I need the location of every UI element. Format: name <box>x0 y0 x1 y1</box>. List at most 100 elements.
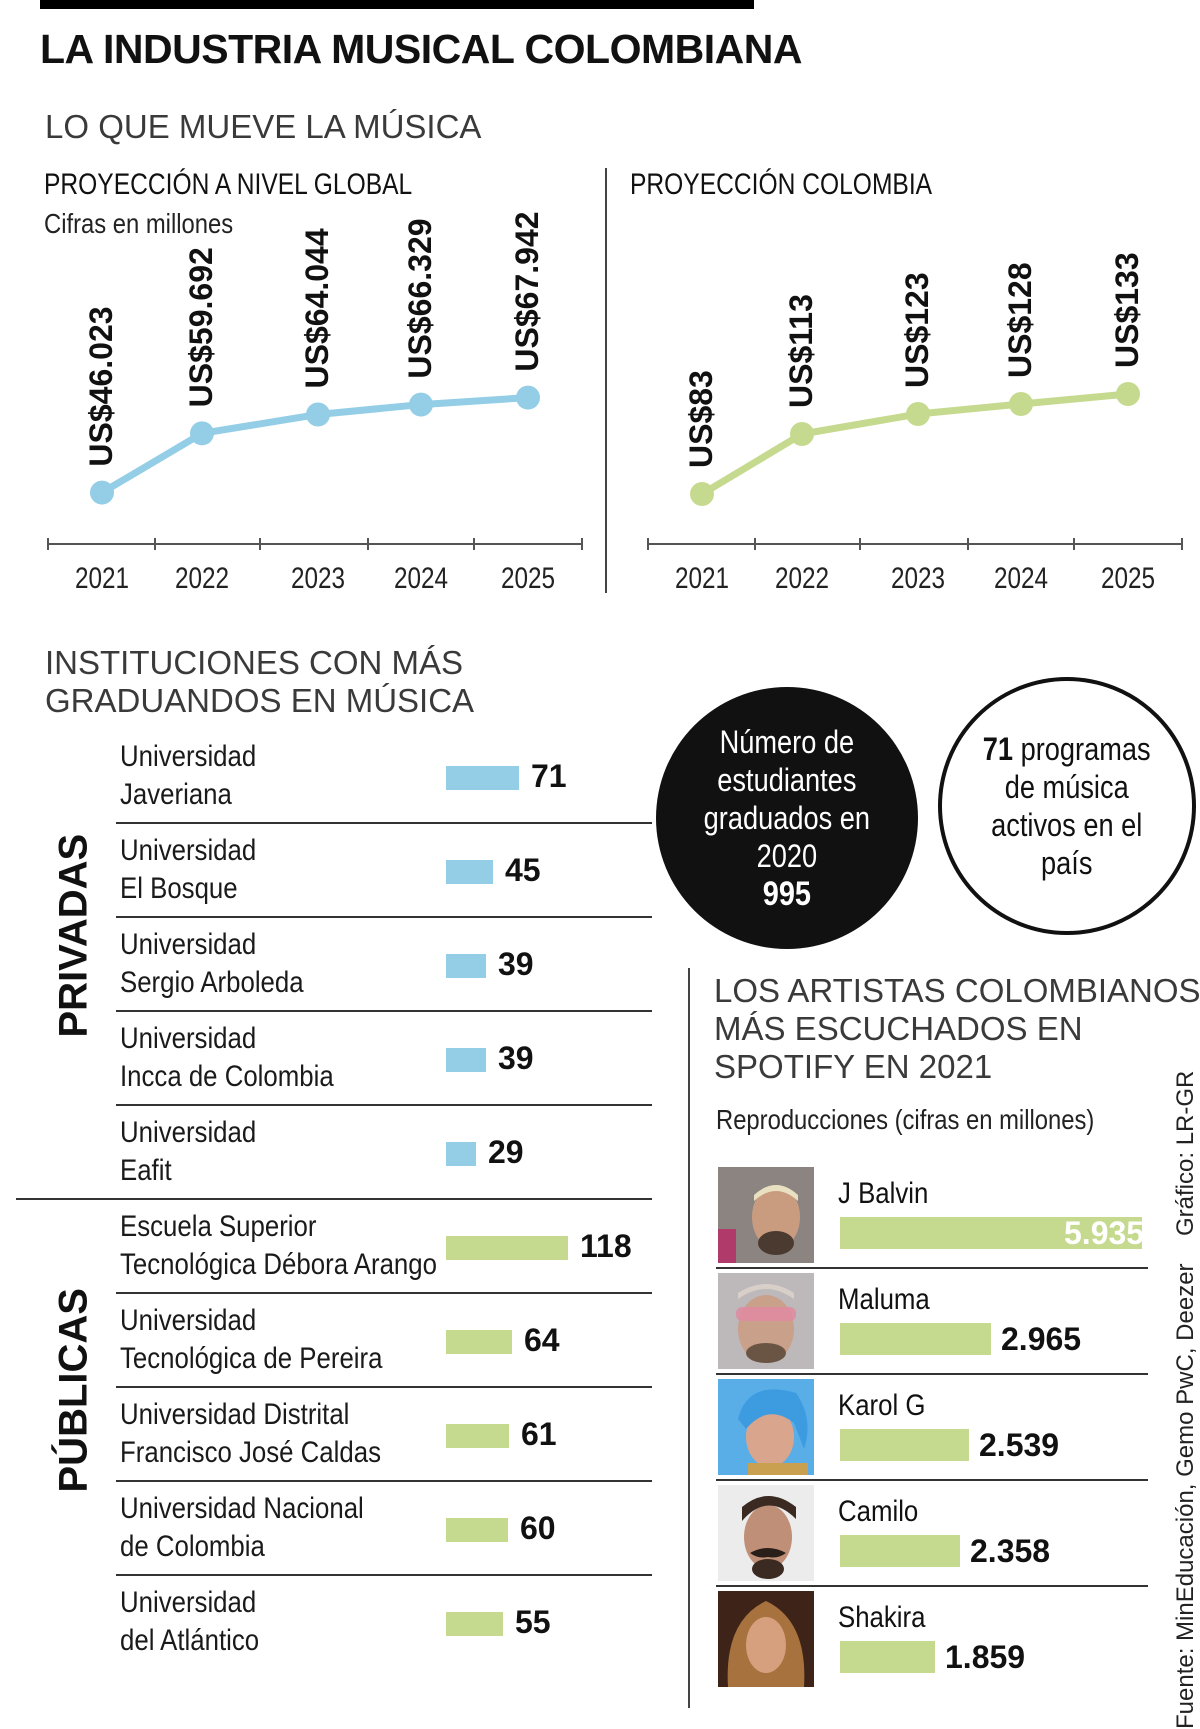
institution-value: 60 <box>520 1510 556 1546</box>
institution-row-divider <box>116 1480 652 1482</box>
colombia-data-label-2022: US$113 <box>783 294 819 408</box>
colombia-point-2022 <box>790 422 814 446</box>
artist-name: Shakira <box>838 1601 926 1634</box>
global-chart-subtitle: Cifras en millones <box>44 208 234 239</box>
artist-row-divider <box>716 1479 1148 1481</box>
institution-row-divider <box>116 1574 652 1576</box>
programs-line-1: programas <box>1020 731 1151 767</box>
group-label-publicas: PÚBLICAS <box>51 1288 96 1493</box>
artist-value: 2.539 <box>979 1427 1060 1463</box>
colombia-point-2025 <box>1116 382 1140 406</box>
institution-value: 55 <box>515 1604 551 1640</box>
global-point-2024 <box>409 392 433 417</box>
institution-name: Universidad Distrital Francisco José Cald… <box>120 1396 381 1472</box>
artist-bar <box>840 1641 935 1673</box>
section-title-institutions: INSTITUCIONES CON MÁS GRADUANDOS EN MÚSI… <box>45 644 474 720</box>
graduates-text: Número de estudiantes graduados en 2020 … <box>704 723 870 913</box>
section-title-artists-line-3: SPOTIFY EN 2021 <box>714 1048 993 1085</box>
institution-name: Universidad del Atlántico <box>120 1584 259 1660</box>
institution-name-line: Universidad <box>120 1116 257 1149</box>
programs-circle: 71 programas de música activos en el paí… <box>938 677 1196 935</box>
institution-name-line: Universidad <box>120 1022 257 1055</box>
institution-row-divider <box>16 1198 652 1200</box>
institution-name-line: Universidad <box>120 1304 257 1337</box>
artist-value: 1.859 <box>945 1639 1026 1675</box>
institution-bar <box>446 1518 508 1542</box>
section-title-institutions-line-2: GRADUANDOS EN MÚSICA <box>45 682 475 719</box>
institution-value: 29 <box>488 1134 524 1170</box>
colombia-x-tick-label-2022: 2022 <box>775 562 829 595</box>
avatar <box>718 1379 814 1475</box>
top-rule <box>40 0 754 9</box>
colombia-x-tick-label-2025: 2025 <box>1101 562 1155 595</box>
institution-name-line: Eafit <box>120 1154 172 1187</box>
institution-name: Universidad El Bosque <box>120 832 256 908</box>
avatar <box>718 1591 814 1687</box>
artist-name: Maluma <box>838 1283 930 1316</box>
global-data-label-2025: US$67.942 <box>509 211 545 371</box>
programs-value: 71 <box>983 731 1014 767</box>
global-point-2022 <box>190 421 214 446</box>
institution-bar <box>446 1330 512 1354</box>
colombia-chart-title: PROYECCIÓN COLOMBIA <box>630 168 933 201</box>
section-title-institutions-line-1: INSTITUCIONES CON MÁS <box>45 644 464 681</box>
artist-photo-karol-g <box>718 1379 814 1475</box>
colombia-data-label-2024: US$128 <box>1002 262 1038 378</box>
graduates-circle: Número de estudiantes graduados en 2020 … <box>656 687 918 949</box>
global-chart-title: PROYECCIÓN A NIVEL GLOBAL <box>44 168 413 201</box>
credit-note: Gráfico: LR-GR <box>1172 1070 1199 1236</box>
institution-bar <box>446 1142 476 1166</box>
artist-photo-shakira <box>718 1591 814 1687</box>
artist-bar <box>840 1323 991 1355</box>
institution-name-line: Escuela Superior <box>120 1210 317 1243</box>
artist-photo-maluma <box>718 1273 814 1369</box>
page-title: LA INDUSTRIA MUSICAL COLOMBIANA <box>40 26 802 72</box>
global-x-tick-label-2022: 2022 <box>175 562 229 595</box>
global-x-tick-label-2021: 2021 <box>75 562 129 595</box>
section-title-music: LO QUE MUEVE LA MÚSICA <box>45 108 482 145</box>
institution-name-line: Universidad <box>120 928 257 961</box>
artist-value: 5.935 <box>1064 1215 1145 1251</box>
artist-photo-camilo <box>718 1485 814 1581</box>
institution-bar <box>446 954 486 978</box>
section-title-artists: LOS ARTISTAS COLOMBIANOS MÁS ESCUCHADOS … <box>714 972 1200 1086</box>
institution-value: 71 <box>531 758 567 794</box>
avatar <box>718 1167 814 1263</box>
institution-value: 45 <box>505 852 541 888</box>
institution-row-divider <box>116 1386 652 1388</box>
chart-divider <box>605 168 607 593</box>
global-x-tick-label-2023: 2023 <box>291 562 345 595</box>
colombia-point-2023 <box>906 402 930 426</box>
institution-row-divider <box>116 1104 652 1106</box>
graduates-line-3: graduados en <box>703 800 871 836</box>
artist-row-divider <box>716 1585 1148 1587</box>
global-point-2021 <box>90 480 114 505</box>
institution-value: 64 <box>524 1322 560 1358</box>
institution-bar <box>446 1612 503 1636</box>
artist-name: Camilo <box>838 1495 919 1528</box>
graduates-line-4: 2020 <box>756 838 818 874</box>
institution-name-line: Universidad <box>120 834 257 867</box>
source-note: Fuente: MinEducación, Gemo PwC, Deezer <box>1172 1263 1199 1729</box>
institution-value: 39 <box>498 946 534 982</box>
global-point-2025 <box>516 385 540 410</box>
artists-divider <box>688 968 690 1708</box>
institution-name-line: Incca de Colombia <box>120 1060 334 1093</box>
institution-name: Escuela Superior Tecnológica Débora Arang… <box>120 1208 437 1284</box>
section-title-artists-line-2: MÁS ESCUCHADOS EN <box>714 1010 1083 1047</box>
programs-text: 71 programas de música activos en el paí… <box>983 730 1151 882</box>
artists-subtitle: Reproducciones (cifras en millones) <box>716 1104 1095 1135</box>
artist-row-divider <box>716 1373 1148 1375</box>
graduates-value: 995 <box>762 875 812 913</box>
global-data-label-2021: US$46.023 <box>83 306 119 466</box>
avatar <box>718 1273 814 1369</box>
global-data-label-2022: US$59.692 <box>183 247 219 407</box>
institution-name-line: Sergio Arboleda <box>120 966 304 999</box>
artist-bar <box>840 1429 969 1461</box>
artist-bar <box>840 1535 960 1567</box>
institution-name: Universidad Incca de Colombia <box>120 1020 334 1096</box>
institution-name-line: Universidad <box>120 740 257 773</box>
institution-row-divider <box>116 822 652 824</box>
colombia-data-label-2021: US$83 <box>683 370 719 468</box>
global-projection-chart: US$46.023 2021 US$59.692 2022 US$64.044 2023 U… <box>47 211 583 595</box>
